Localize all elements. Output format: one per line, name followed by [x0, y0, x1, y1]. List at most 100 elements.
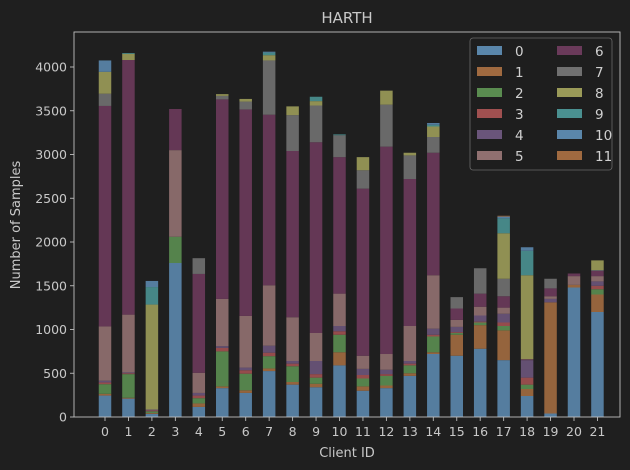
- bar-segment-client-14-class-9: [427, 124, 440, 127]
- bar-segment-client-17-class-6: [497, 296, 510, 308]
- x-tick-label: 13: [402, 424, 418, 439]
- x-tick-label: 17: [496, 424, 512, 439]
- bar-segment-client-10-class-6: [333, 157, 346, 294]
- bar-segment-client-1-class-8: [122, 53, 135, 61]
- bar-segment-client-9-class-2: [309, 377, 323, 384]
- y-axis-label: Number of Samples: [9, 161, 24, 290]
- bar-segment-client-13-class-2: [403, 365, 417, 374]
- bar-segment-client-20-class-5: [567, 276, 581, 285]
- bar-segment-client-7-class-4: [262, 345, 276, 353]
- bar-segment-client-21-class-8: [591, 260, 604, 271]
- bar-segment-client-5-class-4: [216, 346, 229, 348]
- bar-segment-client-17-class-9: [497, 218, 510, 234]
- bars-layer: [98, 51, 604, 418]
- bar-segment-client-18-class-4: [520, 360, 534, 378]
- bar-segment-client-7-class-8: [262, 55, 276, 61]
- bar-segment-client-5-class-0: [216, 388, 229, 418]
- bar-segment-client-20-class-6: [567, 273, 581, 277]
- legend-swatch: [557, 151, 582, 160]
- bar-segment-client-7-class-9: [262, 52, 276, 56]
- bar-segment-client-5-class-5: [216, 298, 229, 347]
- x-tick-label: 14: [425, 424, 441, 439]
- bar-segment-client-6-class-1: [239, 390, 252, 393]
- bar-segment-client-15-class-0: [450, 355, 463, 417]
- bar-segment-client-4-class-2: [192, 398, 206, 404]
- bar-segment-client-4-class-3: [192, 395, 206, 399]
- x-tick-label: 11: [355, 424, 371, 439]
- bar-segment-client-18-class-8: [520, 275, 534, 360]
- bar-segment-client-19-class-5: [544, 296, 557, 299]
- bar-segment-client-13-class-3: [403, 363, 417, 366]
- bar-segment-client-1-class-3: [122, 373, 135, 375]
- legend-swatch: [557, 109, 582, 118]
- legend-label: 7: [595, 65, 604, 81]
- bar-segment-client-14-class-2: [427, 336, 440, 353]
- bar-segment-client-6-class-0: [239, 392, 252, 417]
- legend-label: 0: [515, 44, 524, 60]
- bar-segment-client-9-class-1: [309, 383, 323, 388]
- bar-segment-client-17-class-4: [497, 313, 510, 323]
- bar-segment-client-10-class-4: [333, 326, 346, 332]
- y-tick-label: 0: [59, 410, 67, 425]
- bar-segment-client-3-class-5: [169, 150, 182, 237]
- bar-segment-client-8-class-1: [286, 382, 299, 385]
- bar-segment-client-14-class-10: [427, 123, 440, 125]
- bar-segment-client-11-class-5: [356, 355, 370, 369]
- bar-segment-client-7-class-5: [262, 285, 276, 346]
- legend-swatch: [557, 130, 582, 139]
- bar-segment-client-9-class-6: [309, 142, 323, 333]
- bar-segment-client-3-class-2: [169, 236, 182, 263]
- x-tick-label: 16: [472, 424, 488, 439]
- bar-segment-client-17-class-5: [497, 307, 510, 314]
- bar-segment-client-18-class-6: [520, 359, 534, 361]
- bar-segment-client-5-class-6: [216, 99, 229, 299]
- bar-segment-client-11-class-7: [356, 170, 370, 189]
- bar-segment-client-15-class-2: [450, 333, 463, 335]
- x-tick-label: 7: [265, 424, 273, 439]
- bar-segment-client-6-class-6: [239, 109, 252, 316]
- x-tick-label: 21: [589, 424, 605, 439]
- bar-segment-client-12-class-4: [380, 369, 393, 375]
- bar-segment-client-6-class-2: [239, 373, 252, 391]
- x-tick-label: 4: [195, 424, 203, 439]
- y-tick-label: 4000: [35, 60, 67, 75]
- bar-segment-client-20-class-0: [567, 287, 581, 417]
- bar-segment-client-12-class-8: [380, 90, 393, 105]
- bar-segment-client-13-class-4: [403, 361, 417, 364]
- bar-segment-client-8-class-6: [286, 151, 299, 318]
- bar-segment-client-10-class-7: [333, 135, 346, 158]
- bar-segment-client-18-class-9: [520, 250, 534, 276]
- bar-segment-client-17-class-7: [497, 278, 510, 297]
- legend-swatch: [477, 67, 502, 76]
- bar-segment-client-15-class-5: [450, 319, 463, 327]
- x-tick-label: 6: [242, 424, 250, 439]
- bar-segment-client-20-class-1: [567, 284, 581, 288]
- legend-label: 4: [515, 128, 524, 144]
- bar-segment-client-2-class-1: [145, 413, 159, 414]
- bar-segment-client-17-class-3: [497, 322, 510, 326]
- x-tick-label: 20: [566, 424, 582, 439]
- bar-segment-client-7-class-1: [262, 368, 276, 372]
- legend-label: 1: [515, 65, 524, 81]
- bar-segment-client-0-class-7: [98, 93, 112, 106]
- bar-segment-client-1-class-6: [122, 60, 135, 315]
- bar-segment-client-1-class-5: [122, 314, 135, 373]
- bar-segment-client-19-class-0: [544, 413, 557, 417]
- bar-segment-client-18-class-3: [520, 377, 534, 385]
- bar-segment-client-3-class-0: [169, 263, 182, 417]
- bar-segment-client-5-class-3: [216, 347, 229, 352]
- bar-segment-client-13-class-5: [403, 326, 417, 361]
- bar-segment-client-6-class-4: [239, 367, 252, 371]
- bar-segment-client-8-class-2: [286, 366, 299, 382]
- bar-segment-client-9-class-7: [309, 105, 323, 143]
- bar-segment-client-2-class-0: [145, 413, 159, 417]
- bar-segment-client-14-class-6: [427, 152, 440, 276]
- x-tick-label: 1: [124, 424, 132, 439]
- bar-segment-client-14-class-3: [427, 334, 440, 337]
- bar-segment-client-5-class-2: [216, 351, 229, 387]
- x-tick-label: 15: [449, 424, 465, 439]
- y-tick-label: 1500: [35, 278, 67, 293]
- bar-segment-client-2-class-2: [145, 411, 159, 414]
- bar-segment-client-16-class-5: [473, 306, 487, 316]
